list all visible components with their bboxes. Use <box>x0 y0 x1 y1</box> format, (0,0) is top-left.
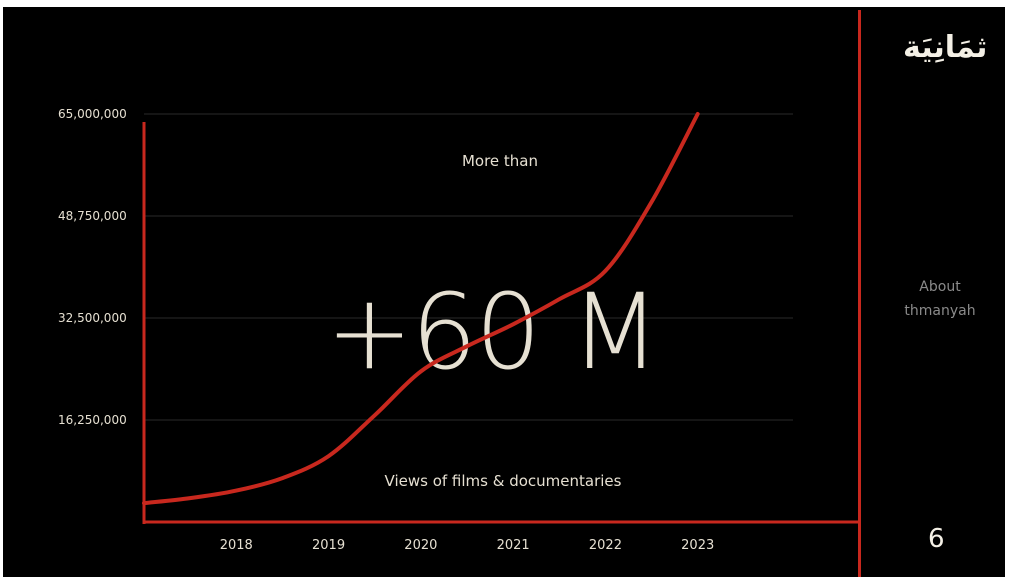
about-line-1: About <box>919 279 961 295</box>
grid-lines <box>144 113 793 421</box>
thmanyah-logo: ثمَانِيَة <box>903 30 988 65</box>
annotation-views-caption: Views of films & documentaries <box>385 472 622 490</box>
sidebar-divider <box>858 10 861 577</box>
y-tick-label: 48,750,000 <box>58 209 127 223</box>
x-tick-label: 2021 <box>497 538 530 553</box>
views-chart: 16,250,000 32,500,000 48,750,000 65,000,000… <box>58 107 861 553</box>
x-tick-label: 2018 <box>220 538 253 553</box>
axes <box>142 122 861 524</box>
series-group <box>142 112 700 506</box>
x-tick-label: 2020 <box>404 538 437 553</box>
annotation-big-number: +60 M <box>326 271 658 393</box>
views-series-line <box>142 112 700 506</box>
slide: 16,250,000 32,500,000 48,750,000 65,000,000… <box>3 7 1005 577</box>
x-tick-label: 2022 <box>589 538 622 553</box>
y-tick-label: 16,250,000 <box>58 413 127 427</box>
annotation-more-than: More than <box>462 152 538 170</box>
x-tick-label: 2023 <box>681 538 714 553</box>
about-label: About thmanyah <box>880 275 1000 323</box>
x-axis-ticks: 2018 2019 2020 2021 2022 2023 <box>220 538 715 553</box>
x-tick-label: 2019 <box>312 538 345 553</box>
y-tick-label: 65,000,000 <box>58 107 127 121</box>
y-tick-label: 32,500,000 <box>58 311 127 325</box>
page-number: 6 <box>928 524 945 554</box>
y-axis-ticks: 16,250,000 32,500,000 48,750,000 65,000,000 <box>58 107 127 427</box>
about-line-2: thmanyah <box>904 303 976 319</box>
